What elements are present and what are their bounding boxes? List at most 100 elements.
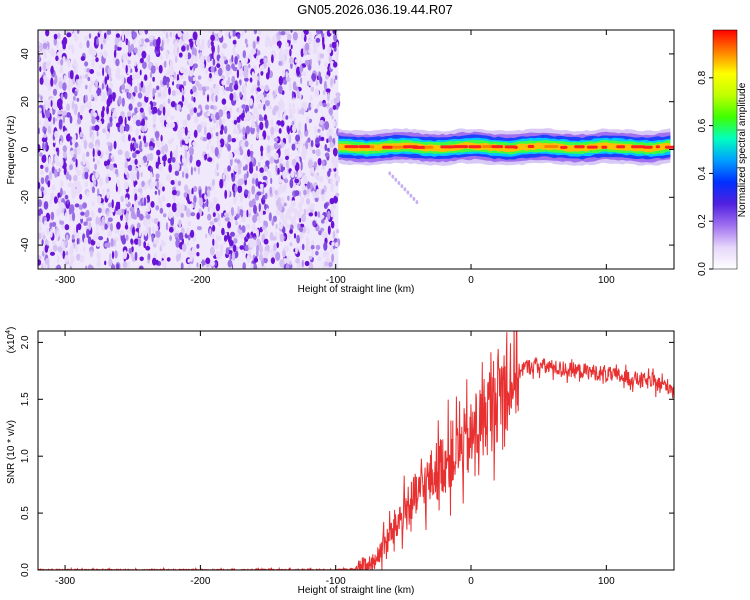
signal-core-segment	[440, 145, 455, 149]
noise-speckle	[158, 163, 163, 172]
noise-speckle	[209, 221, 214, 226]
noise-speckle	[325, 216, 328, 225]
noise-speckle	[220, 124, 224, 132]
noise-speckle	[282, 163, 286, 167]
noise-speckle	[124, 88, 129, 93]
noise-speckle	[67, 79, 73, 85]
noise-speckle	[106, 191, 110, 199]
noise-speckle	[321, 123, 325, 132]
colorbar-tick-label: 0.0	[697, 262, 708, 276]
snr-xtick: 100	[598, 331, 615, 587]
noise-speckle	[335, 228, 340, 234]
noise-speckle	[118, 185, 121, 194]
signal-core-segment	[616, 145, 626, 149]
noise-speckle	[278, 51, 282, 61]
noise-speckle	[230, 207, 234, 217]
noise-speckle	[48, 156, 51, 165]
noise-speckle	[108, 163, 114, 171]
noise-speckle	[233, 165, 239, 173]
noise-speckle	[237, 228, 240, 234]
noise-speckle	[266, 145, 271, 154]
noise-speckle	[162, 155, 167, 162]
noise-speckle	[96, 159, 101, 166]
noise-speckle	[229, 253, 232, 263]
noise-speckle	[44, 216, 47, 222]
noise-speckle	[147, 253, 151, 261]
snr-frame	[37, 330, 675, 571]
noise-speckle	[292, 31, 298, 41]
noise-speckle	[212, 238, 215, 246]
noise-speckle	[259, 253, 263, 261]
colorbar-tick: 0.2	[697, 214, 713, 228]
noise-speckle	[276, 242, 280, 249]
noise-speckle	[250, 143, 253, 151]
noise-speckle	[53, 33, 58, 40]
noise-speckle	[174, 161, 180, 171]
noise-speckle	[64, 254, 69, 263]
noise-speckle	[275, 251, 281, 261]
colorbar-tick: 0.0	[697, 262, 713, 276]
noise-speckle	[221, 98, 227, 105]
spectrogram-xtick-label: 100	[598, 275, 615, 286]
noise-speckle	[147, 54, 151, 63]
noise-speckle	[285, 77, 289, 82]
noise-speckle	[185, 31, 190, 41]
noise-speckle	[305, 243, 309, 252]
noise-speckle	[137, 92, 143, 99]
noise-speckle	[278, 127, 282, 134]
noise-speckle	[243, 116, 249, 122]
noise-speckle	[92, 148, 95, 158]
noise-speckle	[88, 142, 94, 149]
noise-speckle	[130, 238, 134, 244]
noise-speckle	[135, 127, 139, 136]
noise-speckle	[313, 161, 317, 169]
noise-speckle	[299, 190, 302, 197]
noise-speckle	[179, 39, 184, 46]
noise-speckle	[225, 64, 231, 72]
noise-speckle	[115, 122, 120, 128]
noise-speckle	[163, 60, 167, 68]
noise-speckle	[229, 30, 233, 37]
noise-speckle	[115, 58, 120, 67]
noise-speckle	[191, 96, 194, 101]
noise-speckle	[66, 234, 69, 241]
noise-speckle	[292, 102, 295, 109]
noise-speckle	[190, 229, 195, 238]
noise-speckle	[178, 219, 182, 228]
noise-speckle	[319, 53, 324, 59]
noise-speckle	[59, 68, 64, 74]
noise-speckle	[273, 54, 277, 59]
noise-speckle	[323, 242, 328, 251]
noise-speckle	[154, 217, 159, 225]
noise-speckle	[246, 254, 251, 263]
noise-speckle	[108, 66, 111, 77]
noise-speckle	[54, 74, 58, 84]
noise-speckle	[295, 134, 301, 142]
noise-speckle	[190, 203, 194, 209]
noise-speckle	[82, 159, 86, 166]
noise-speckle	[331, 241, 335, 247]
noise-speckle	[215, 95, 218, 103]
noise-speckle	[287, 125, 290, 135]
noise-speckle	[129, 206, 135, 212]
noise-speckle	[191, 46, 196, 56]
noise-speckle	[221, 86, 225, 91]
noise-speckle	[48, 171, 53, 181]
noise-speckle	[109, 116, 113, 123]
noise-speckle	[137, 101, 142, 108]
noise-speckle	[309, 94, 313, 102]
noise-speckle	[187, 220, 192, 227]
noise-speckle	[130, 159, 135, 165]
noise-speckle	[84, 180, 89, 188]
signal-band-layer	[338, 142, 671, 153]
noise-speckle	[63, 240, 68, 247]
noise-speckle	[281, 226, 286, 234]
noise-speckle	[64, 212, 68, 218]
noise-speckle	[88, 221, 92, 231]
noise-speckle	[221, 80, 225, 86]
noise-speckle	[335, 92, 341, 97]
noise-speckle	[333, 132, 337, 140]
noise-speckle	[45, 109, 51, 119]
noise-speckle	[237, 206, 240, 215]
signal-core-segment	[412, 145, 427, 149]
